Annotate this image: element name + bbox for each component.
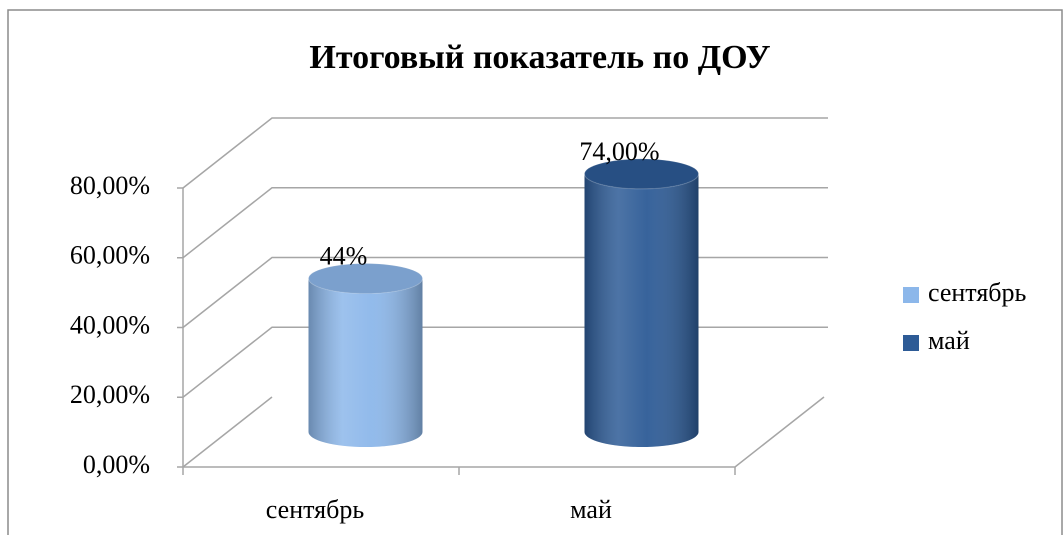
data-label: 74,00%	[579, 137, 659, 166]
bar-shade	[584, 173, 699, 448]
legend-label: сентябрь	[928, 278, 1027, 307]
chart-border	[7, 9, 1063, 535]
bar-top	[584, 158, 699, 190]
bar-shade	[308, 278, 423, 448]
bar-top	[308, 263, 423, 295]
chart-title: Итоговый показатель по ДОУ	[309, 39, 770, 76]
data-label: 44%	[320, 242, 368, 271]
bar-top-shade	[308, 263, 423, 294]
bar-top-shade	[584, 158, 699, 189]
x-tick-label: сентябрь	[266, 495, 365, 524]
y-tick-label: 40,00%	[70, 310, 150, 339]
grid-line	[182, 396, 273, 468]
grid-line	[182, 117, 828, 189]
x-tick-label: май	[570, 495, 612, 524]
legend-label: май	[928, 326, 970, 355]
y-tick-label: 60,00%	[70, 241, 150, 270]
legend-swatch	[903, 335, 919, 351]
y-tick-label: 80,00%	[70, 171, 150, 200]
y-tick-label: 0,00%	[83, 450, 150, 479]
legend-swatch	[903, 287, 919, 303]
y-tick-label: 20,00%	[70, 380, 150, 409]
